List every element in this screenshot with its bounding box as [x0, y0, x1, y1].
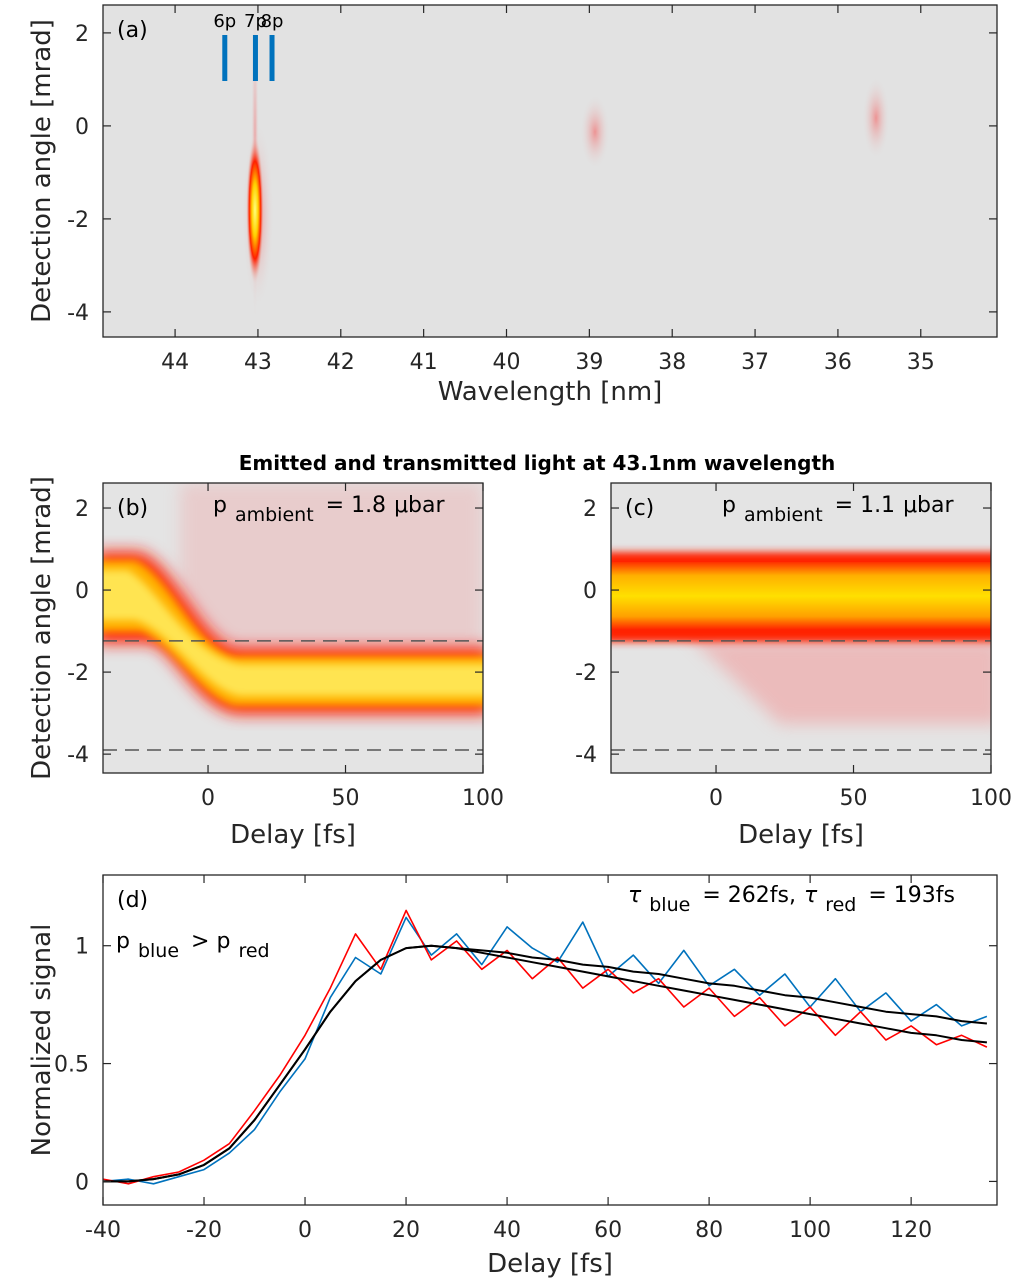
x-tick-label: 0	[298, 1218, 312, 1243]
x-tick-label: 40	[493, 350, 521, 375]
y-tick-label: 0	[75, 579, 89, 604]
panel-label: (b)	[117, 496, 148, 521]
plot-frame	[102, 482, 484, 774]
x-tick-label: 50	[840, 786, 868, 811]
annotation-part: blue	[649, 894, 690, 916]
x-tick-label: -40	[85, 1218, 121, 1243]
x-tick-label: -20	[186, 1218, 222, 1243]
annotation-part: = 262fs,	[702, 883, 796, 908]
x-tick-label: 60	[594, 1218, 622, 1243]
x-tick-label: 44	[161, 350, 189, 375]
data-line	[103, 916, 988, 1185]
x-tick-label: 100	[789, 1218, 831, 1243]
annotation-part: τ	[804, 883, 818, 908]
heatmap-a	[103, 5, 997, 337]
x-tick-label: 80	[695, 1218, 723, 1243]
x-tick-label: 120	[890, 1218, 932, 1243]
y-tick-label: 2	[583, 497, 597, 522]
y-axis-label: Detection angle [mrad]	[27, 476, 57, 780]
annotation-part: > p	[191, 929, 230, 954]
annotation-part: red	[238, 940, 269, 962]
panel: 0 50 100 2 0 -2 -4 Delay [fs] (c) p ambient = 1.1 μb…	[575, 482, 1012, 850]
annotation-part: = 193fs	[868, 883, 955, 908]
data-line	[103, 944, 987, 1183]
annotation-part: τ	[628, 883, 642, 908]
x-tick-label: 0	[709, 786, 723, 811]
panel-label: (d)	[117, 888, 148, 913]
x-tick-label: 0	[201, 786, 215, 811]
heatmap-b	[103, 483, 483, 773]
x-tick-label: 42	[327, 350, 355, 375]
plot-frame	[102, 4, 998, 338]
annotation: p blue > p red	[116, 929, 270, 962]
annotation-part: ambient	[235, 504, 314, 526]
plot-frame	[102, 874, 998, 1206]
y-axis-label: Detection angle [mrad]	[27, 19, 57, 323]
annotation-part: = 1.8	[326, 493, 386, 518]
annotation: p ambient = 1.1 μbar	[722, 493, 955, 526]
annotation-part: μbar	[394, 493, 445, 518]
plot-frame	[610, 482, 992, 774]
annotation-part: = 1.1	[835, 493, 895, 518]
x-tick-label: 36	[824, 350, 852, 375]
plot-area	[103, 909, 988, 1185]
x-tick-label: 41	[410, 350, 438, 375]
plot-area	[611, 640, 991, 751]
x-tick-label: 39	[575, 350, 603, 375]
data-line	[103, 944, 987, 1183]
annotation-part: blue	[138, 940, 179, 962]
annotation-part: p	[722, 493, 736, 518]
x-tick-label: 35	[907, 350, 935, 375]
y-tick-label: 2	[75, 22, 89, 47]
annotation: τ blue = 262fs, τ red = 193fs	[628, 883, 955, 916]
x-axis-label: Wavelength [nm]	[438, 377, 663, 407]
y-tick-label: 0	[75, 115, 89, 140]
y-tick-label: 2	[75, 497, 89, 522]
panel-label: (c)	[625, 496, 654, 521]
y-tick-label: -2	[67, 661, 89, 686]
x-tick-label: 38	[658, 350, 686, 375]
x-tick-label: 37	[741, 350, 769, 375]
y-tick-label: -4	[575, 743, 597, 768]
y-tick-label: 0.5	[54, 1053, 89, 1078]
x-axis-label: Delay [fs]	[738, 820, 864, 850]
x-axis-label: Delay [fs]	[230, 820, 356, 850]
annotation-part: red	[825, 894, 856, 916]
annotation-part: p	[213, 493, 227, 518]
plot-area	[103, 640, 483, 751]
figure-title: Emitted and transmitted light at 43.1nm …	[239, 451, 836, 475]
y-tick-label: 0	[583, 579, 597, 604]
annotation: p ambient = 1.8 μbar	[213, 493, 446, 526]
y-tick-label: -4	[67, 301, 89, 326]
panel: 0 50 100 2 0 -2 -4 Delay [fs] Detection angle [m…	[27, 476, 504, 850]
x-axis-label: Delay [fs]	[487, 1249, 613, 1279]
marker-label: 7p	[244, 11, 267, 32]
marker-label: 8p	[261, 11, 284, 32]
x-tick-label: 100	[970, 786, 1012, 811]
annotation-part: ambient	[744, 504, 823, 526]
x-tick-label: 20	[392, 1218, 420, 1243]
y-tick-label: 1	[75, 935, 89, 960]
x-tick-label: 43	[244, 350, 272, 375]
y-tick-label: 0	[75, 1170, 89, 1195]
marker-label: 6p	[213, 11, 236, 32]
x-tick-label: 100	[462, 786, 504, 811]
y-axis-label: Normalized signal	[27, 924, 57, 1157]
x-tick-label: 50	[332, 786, 360, 811]
panel: -40 -20 0 20 40 60 80 100 120 0 0.5 1 Delay [fs] Norm…	[27, 874, 998, 1279]
annotation-part: p	[116, 929, 130, 954]
annotation-part: μbar	[903, 493, 954, 518]
data-line	[103, 909, 988, 1185]
panel-label: (a)	[117, 18, 148, 43]
x-tick-label: 40	[493, 1218, 521, 1243]
y-tick-label: -2	[575, 661, 597, 686]
heatmap-c	[611, 483, 991, 773]
y-tick-label: -4	[67, 743, 89, 768]
y-tick-label: -2	[67, 208, 89, 233]
